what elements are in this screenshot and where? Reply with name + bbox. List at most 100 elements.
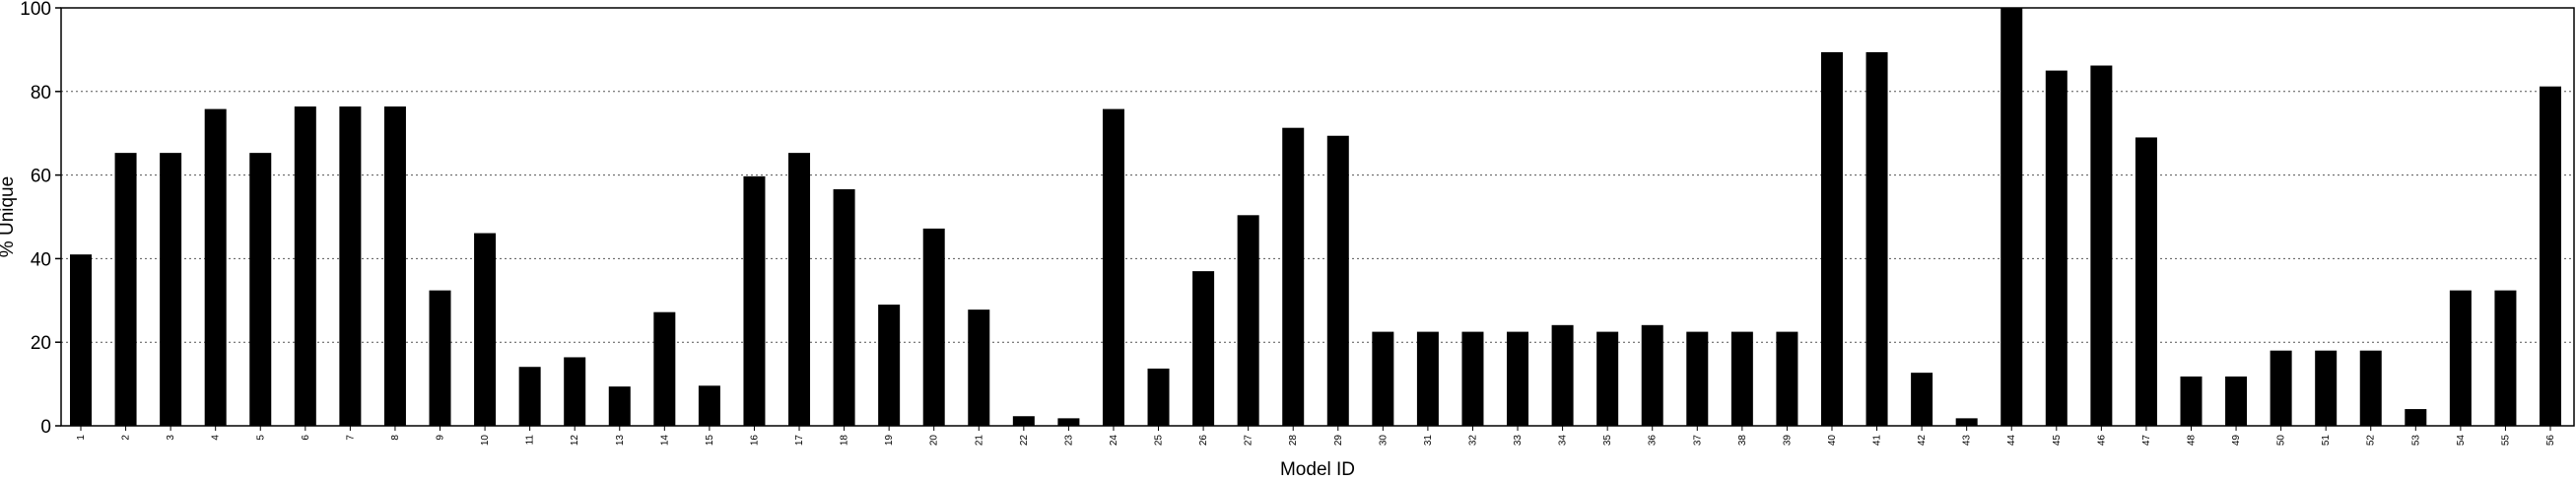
x-tick-label: 31: [1423, 435, 1434, 447]
bar: [698, 385, 720, 426]
bar: [1955, 418, 1978, 426]
bar: [1237, 215, 1259, 426]
x-tick-label: 33: [1513, 435, 1524, 447]
bar: [339, 106, 362, 427]
y-tick-label: 40: [31, 249, 51, 270]
bar: [429, 290, 451, 426]
x-tick-label: 25: [1154, 435, 1165, 447]
bar: [1641, 324, 1663, 426]
x-tick-label: 53: [2410, 435, 2421, 447]
x-axis-title: Model ID: [1280, 459, 1355, 477]
x-tick-label: 42: [1917, 435, 1928, 447]
y-axis-ticks: 0 20 40 60 80 100: [20, 0, 61, 438]
x-tick-label: 48: [2186, 435, 2197, 447]
bar: [1596, 331, 1619, 426]
x-tick-label: 6: [301, 435, 311, 441]
x-tick-label: 41: [1872, 435, 1883, 447]
x-tick-label: 24: [1109, 435, 1119, 447]
bar: [114, 153, 137, 427]
x-tick-label: 12: [570, 435, 580, 447]
x-tick-label: 35: [1602, 435, 1613, 447]
x-tick-label: 15: [705, 435, 715, 447]
bar: [1012, 416, 1035, 426]
bar: [878, 305, 901, 426]
x-tick-label: 37: [1692, 435, 1703, 447]
x-tick-label: 55: [2500, 435, 2511, 447]
bar: [383, 106, 406, 427]
x-tick-label: 26: [1198, 435, 1209, 447]
bar: [518, 367, 541, 426]
x-tick-label: 44: [2006, 435, 2017, 447]
x-tick-label: 17: [794, 435, 805, 447]
x-tick-label: 54: [2456, 435, 2467, 447]
bar: [653, 311, 676, 426]
x-tick-label: 13: [615, 435, 626, 447]
x-tick-label: 20: [929, 435, 940, 447]
bar: [2405, 409, 2427, 426]
x-tick-label: 27: [1244, 435, 1254, 447]
x-tick-label: 50: [2276, 435, 2287, 447]
bar: [2135, 137, 2157, 426]
bars: [70, 8, 2561, 427]
y-tick-label: 60: [31, 167, 51, 187]
bar: [2045, 70, 2068, 426]
x-tick-label: 22: [1019, 435, 1030, 447]
bar: [564, 357, 586, 426]
x-tick-label: 2: [121, 435, 132, 441]
bar: [2449, 290, 2472, 426]
bar: [1686, 331, 1709, 426]
x-tick-label: 39: [1782, 435, 1793, 447]
x-tick-label: 45: [2052, 435, 2063, 447]
y-tick-label: 100: [20, 0, 51, 20]
x-tick-label: 38: [1737, 435, 1748, 447]
x-tick-label: 3: [166, 435, 176, 441]
x-tick-label: 51: [2321, 435, 2332, 447]
x-axis-ticks: 1 2 3 4 5 6 7 8 9 10 11 12 13 14 15 16 17 18 19 20 21 22 23 24 2…: [76, 426, 2556, 446]
x-tick-label: 36: [1648, 435, 1659, 447]
y-tick-label: 20: [31, 333, 51, 354]
y-tick-label: 0: [40, 417, 51, 438]
bar: [2270, 350, 2292, 426]
x-tick-label: 21: [974, 435, 984, 447]
bar: [1461, 331, 1484, 426]
bar: [160, 153, 182, 427]
bar: [1820, 51, 1843, 426]
bar: [249, 153, 272, 427]
x-tick-label: 29: [1333, 435, 1344, 447]
bar: [1282, 127, 1305, 427]
x-tick-label: 7: [345, 435, 356, 441]
bar: [788, 153, 811, 427]
bar: [1147, 368, 1170, 426]
bar: [743, 175, 766, 426]
x-tick-label: 11: [525, 435, 536, 446]
bar: [1372, 331, 1394, 426]
bar: [2000, 8, 2023, 426]
bar: [608, 386, 631, 426]
x-tick-label: 30: [1378, 435, 1389, 447]
x-tick-label: 34: [1558, 435, 1569, 447]
bar: [2315, 350, 2338, 426]
x-tick-label: 28: [1288, 435, 1299, 447]
bar: [1326, 135, 1349, 426]
x-tick-label: 14: [659, 435, 670, 447]
x-tick-label: 5: [255, 435, 266, 441]
bar: [70, 254, 92, 426]
x-tick-label: 9: [436, 435, 446, 441]
x-tick-label: 47: [2141, 435, 2152, 447]
x-tick-label: 32: [1467, 435, 1478, 447]
bar: [1911, 373, 1933, 426]
bar: [1416, 331, 1439, 426]
x-tick-label: 8: [390, 435, 401, 441]
bar: [1057, 418, 1080, 426]
bar: [1776, 331, 1798, 426]
x-tick-label: 19: [884, 435, 895, 447]
bar: [2225, 376, 2248, 426]
x-tick-label: 49: [2231, 435, 2242, 447]
bar: [204, 108, 227, 426]
x-tick-label: 1: [76, 435, 87, 441]
bar: [968, 310, 990, 426]
bar: [2540, 86, 2561, 426]
bar: [1551, 324, 1574, 426]
